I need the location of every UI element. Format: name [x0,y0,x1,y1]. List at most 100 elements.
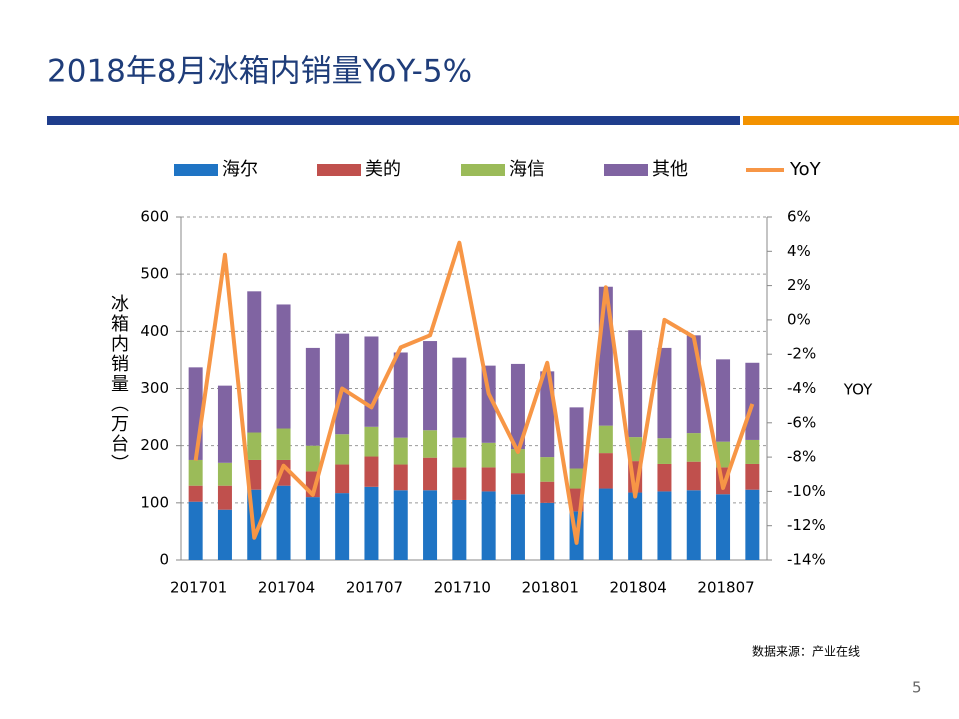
bar-segment [423,457,438,491]
bar-segment [364,486,379,560]
bar-segment [657,463,672,492]
bar-segment [510,449,525,474]
legend-label: 海信 [509,159,545,180]
bar-segment [598,425,613,454]
legend-label: 美的 [365,159,401,180]
bar-segment [569,407,584,469]
y2-tick-label: -12% [787,516,826,534]
bar-segment [423,490,438,560]
y-tick-label: 100 [140,493,169,511]
x-tick-label: 201701 [170,579,227,597]
y-tick-label: 600 [140,208,169,226]
bar-segment [657,347,672,439]
bar-segment [393,490,408,560]
bar-segment [569,468,584,489]
bar-segment [481,442,496,468]
y2-tick-label: 6% [787,208,811,226]
bar-segment [686,433,701,462]
y-axis-title: 冰箱内销量（万台） [108,294,129,474]
bar-segment [540,502,555,560]
bar-segment [276,485,291,560]
y2-tick-label: 2% [787,276,811,294]
bar-segment [247,459,262,490]
bar-segment [364,456,379,487]
y2-tick-label: -10% [787,482,826,500]
bar-segment [745,362,760,440]
bar-segment [716,494,731,560]
y2-tick-label: -8% [787,448,816,466]
bar-segment [657,491,672,560]
y2-tick-label: -4% [787,379,816,397]
bar-segment [364,426,379,457]
x-tick-label: 201801 [522,579,579,597]
bar-segment [188,485,203,502]
bar-segment [217,485,232,510]
bar-segment [745,439,760,464]
bar-segment [510,473,525,495]
bar-segment [335,464,350,494]
bar-segment [540,481,555,503]
y-tick-label: 400 [140,322,169,340]
x-tick-label: 201804 [610,579,667,597]
bar-segment [217,385,232,463]
bar-segment [716,359,731,442]
header-accent [743,116,959,125]
bar-segment [217,509,232,560]
bar-segment [247,432,262,460]
bar-segment [598,453,613,489]
bar-segment [628,492,643,560]
y2-tick-label: 4% [787,242,811,260]
header-bar [47,116,740,125]
bar-segment [364,336,379,427]
bar-segment [393,464,408,491]
y-tick-label: 500 [140,265,169,283]
bar-segment [188,459,203,486]
legend-label: 其他 [652,159,688,180]
bar-segment [452,467,467,500]
bar-segment [247,291,262,433]
bar-segment [628,330,643,438]
bar-segment [188,501,203,560]
bar-segment [657,438,672,464]
bar-segment [335,333,350,435]
bar-segment [481,467,496,492]
bar-segment [305,497,320,560]
y2-tick-label: -6% [787,413,816,431]
bar-segment [598,488,613,560]
bar-segment [452,357,467,438]
page-title: 2018年8月冰箱内销量YoY-5% [47,54,472,90]
bar-segment [393,437,408,465]
bar-segment [305,347,320,446]
bar-segment [510,363,525,450]
bar-segment [745,463,760,490]
legend-label: YoY [789,159,822,180]
legend-label: 海尔 [222,159,258,180]
y-tick-label: 200 [140,436,169,454]
legend-swatch [604,164,648,176]
y2-tick-label: 0% [787,310,811,328]
bar-segment [481,491,496,560]
bar-segment [217,462,232,486]
x-tick-label: 201704 [258,579,315,597]
x-tick-label: 201807 [697,579,754,597]
yoy-line [193,240,755,545]
bar-segment [745,489,760,560]
y2-axis-title: YOY [843,381,873,399]
bar-segment [686,461,701,491]
x-tick-label: 201710 [434,579,491,597]
bar-segment [393,352,408,438]
legend-swatch [461,164,505,176]
bar-segment [540,457,555,482]
bar-segment [423,430,438,458]
y-tick-label: 0 [159,551,169,569]
bar-segment [452,437,467,468]
y2-tick-label: -14% [787,551,826,569]
bar-segment [276,428,291,460]
bar-segment [452,499,467,560]
bar-segment [335,493,350,560]
source: 数据来源：产业在线 [752,644,860,659]
bar-segment [335,434,350,465]
x-tick-label: 201707 [346,579,403,597]
legend-swatch [174,164,218,176]
